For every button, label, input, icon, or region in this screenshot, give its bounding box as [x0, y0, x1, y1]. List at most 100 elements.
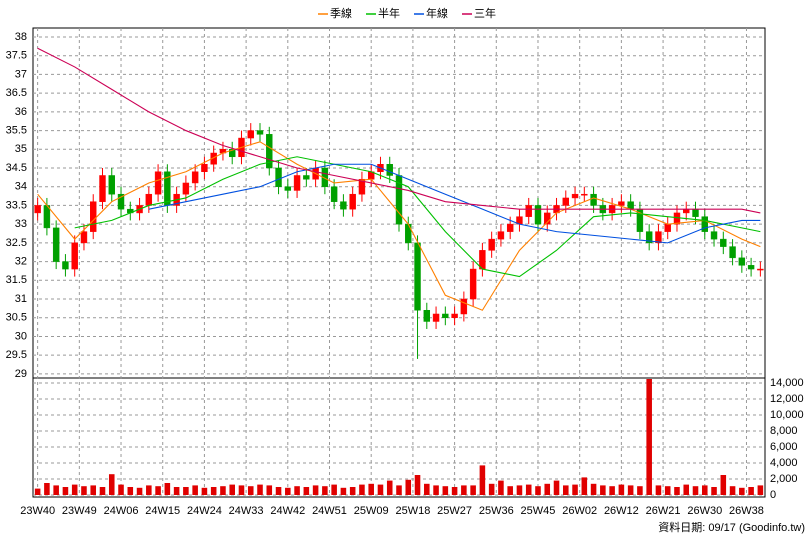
volume-bar — [81, 486, 87, 495]
volume-bar — [507, 486, 513, 495]
volume-bar — [192, 485, 198, 495]
x-tick-label: 24W42 — [270, 505, 305, 517]
volume-bar — [590, 483, 597, 495]
volume-bar — [674, 487, 680, 495]
candle-body — [358, 178, 366, 195]
candle-body — [655, 231, 662, 244]
volume-bar — [44, 483, 50, 495]
volume-bar — [637, 486, 643, 495]
volume-bar — [692, 486, 699, 495]
candle-body — [191, 171, 199, 184]
volume-bar — [553, 480, 560, 495]
candle-body — [386, 164, 393, 176]
candle-body — [571, 193, 579, 199]
candle-body — [340, 201, 347, 210]
volume-bar — [581, 477, 588, 495]
volume-bar — [322, 486, 328, 495]
volume-bar — [488, 483, 495, 495]
candle-body — [525, 205, 532, 217]
candle-body — [108, 175, 115, 195]
candle-body — [229, 149, 236, 158]
volume-bar — [414, 475, 421, 495]
volume-bar — [544, 483, 551, 495]
x-tick-label: 23W40 — [20, 505, 55, 517]
volume-bar — [99, 487, 106, 495]
y-tick-label: 37 — [15, 68, 27, 80]
x-tick-label: 24W24 — [187, 505, 222, 517]
y-tick-label: 33.5 — [6, 199, 27, 211]
volume-bar — [424, 483, 430, 495]
y-tick-label: 32 — [15, 255, 27, 267]
x-tick-label: 25W18 — [395, 505, 430, 517]
candle-body — [442, 313, 449, 318]
candle-body — [497, 231, 505, 240]
candle-body — [80, 231, 88, 244]
candle-body — [423, 309, 431, 322]
candle-body — [673, 212, 681, 225]
candle-body — [414, 242, 421, 311]
candle-body — [506, 223, 514, 232]
x-tick-label: 24W15 — [145, 505, 180, 517]
volume-bar — [108, 474, 115, 495]
volume-bar — [377, 484, 384, 495]
volume-bar — [146, 485, 152, 495]
candle-body — [451, 313, 458, 318]
volume-bar — [683, 484, 690, 495]
candle-body — [52, 227, 60, 262]
volume-tick-label: 12,000 — [770, 393, 804, 405]
y-tick-label: 30.5 — [6, 312, 27, 324]
x-tick-label: 26W21 — [646, 505, 681, 517]
volume-bar — [201, 487, 208, 495]
volume-bar — [433, 485, 439, 495]
volume-bar — [442, 486, 449, 495]
candle-body — [266, 134, 273, 169]
candle-body — [645, 231, 653, 244]
plot — [34, 47, 764, 495]
candle-body — [488, 238, 495, 251]
y-tick-label: 31.5 — [6, 274, 27, 286]
volume-bar — [461, 485, 467, 495]
volume-bar — [62, 487, 69, 495]
x-tick-label: 26W02 — [562, 505, 597, 517]
x-tick-label: 24W06 — [104, 505, 139, 517]
volume-bar — [720, 475, 727, 495]
candle-body — [683, 208, 690, 214]
candle-body — [256, 130, 264, 135]
volume-tick-label: 14,000 — [770, 377, 804, 389]
candle-body — [275, 167, 282, 187]
candle-body — [720, 238, 727, 247]
volume-bar — [729, 486, 736, 495]
x-tick-label: 23W49 — [62, 505, 97, 517]
volume-bar — [71, 484, 78, 495]
volume-bar — [285, 487, 291, 495]
candle-body — [99, 175, 106, 202]
x-tick-label: 26W38 — [729, 505, 764, 517]
volume-bar — [535, 486, 541, 495]
ma-line — [37, 141, 761, 311]
volume-bar — [646, 379, 652, 495]
volume-bar — [34, 488, 41, 495]
volume-bar — [405, 479, 412, 495]
x-tick-label: 25W36 — [479, 505, 514, 517]
candle-body — [247, 130, 254, 139]
candle-body — [154, 171, 162, 195]
candle-body — [71, 242, 78, 270]
legend-label: 年線 — [426, 6, 448, 20]
candle-body — [710, 231, 718, 240]
volume-bar — [563, 485, 569, 495]
y-tick-label: 35 — [15, 143, 27, 155]
volume-bar — [711, 487, 717, 495]
legend-label: 季線 — [330, 6, 352, 20]
ma-line — [74, 156, 761, 278]
volume-bar — [451, 487, 458, 495]
x-tick-label: 26W30 — [687, 505, 722, 517]
y-tick-label: 29.5 — [6, 349, 27, 361]
volume-bar — [275, 487, 282, 495]
volume-bar — [664, 486, 671, 495]
volume-bar — [386, 480, 393, 495]
candle-body — [284, 186, 292, 191]
volume-bar — [498, 480, 504, 495]
volume-bar — [294, 486, 300, 495]
volume-tick-label: 6,000 — [770, 441, 798, 453]
volume-tick-label: 4,000 — [770, 457, 798, 469]
